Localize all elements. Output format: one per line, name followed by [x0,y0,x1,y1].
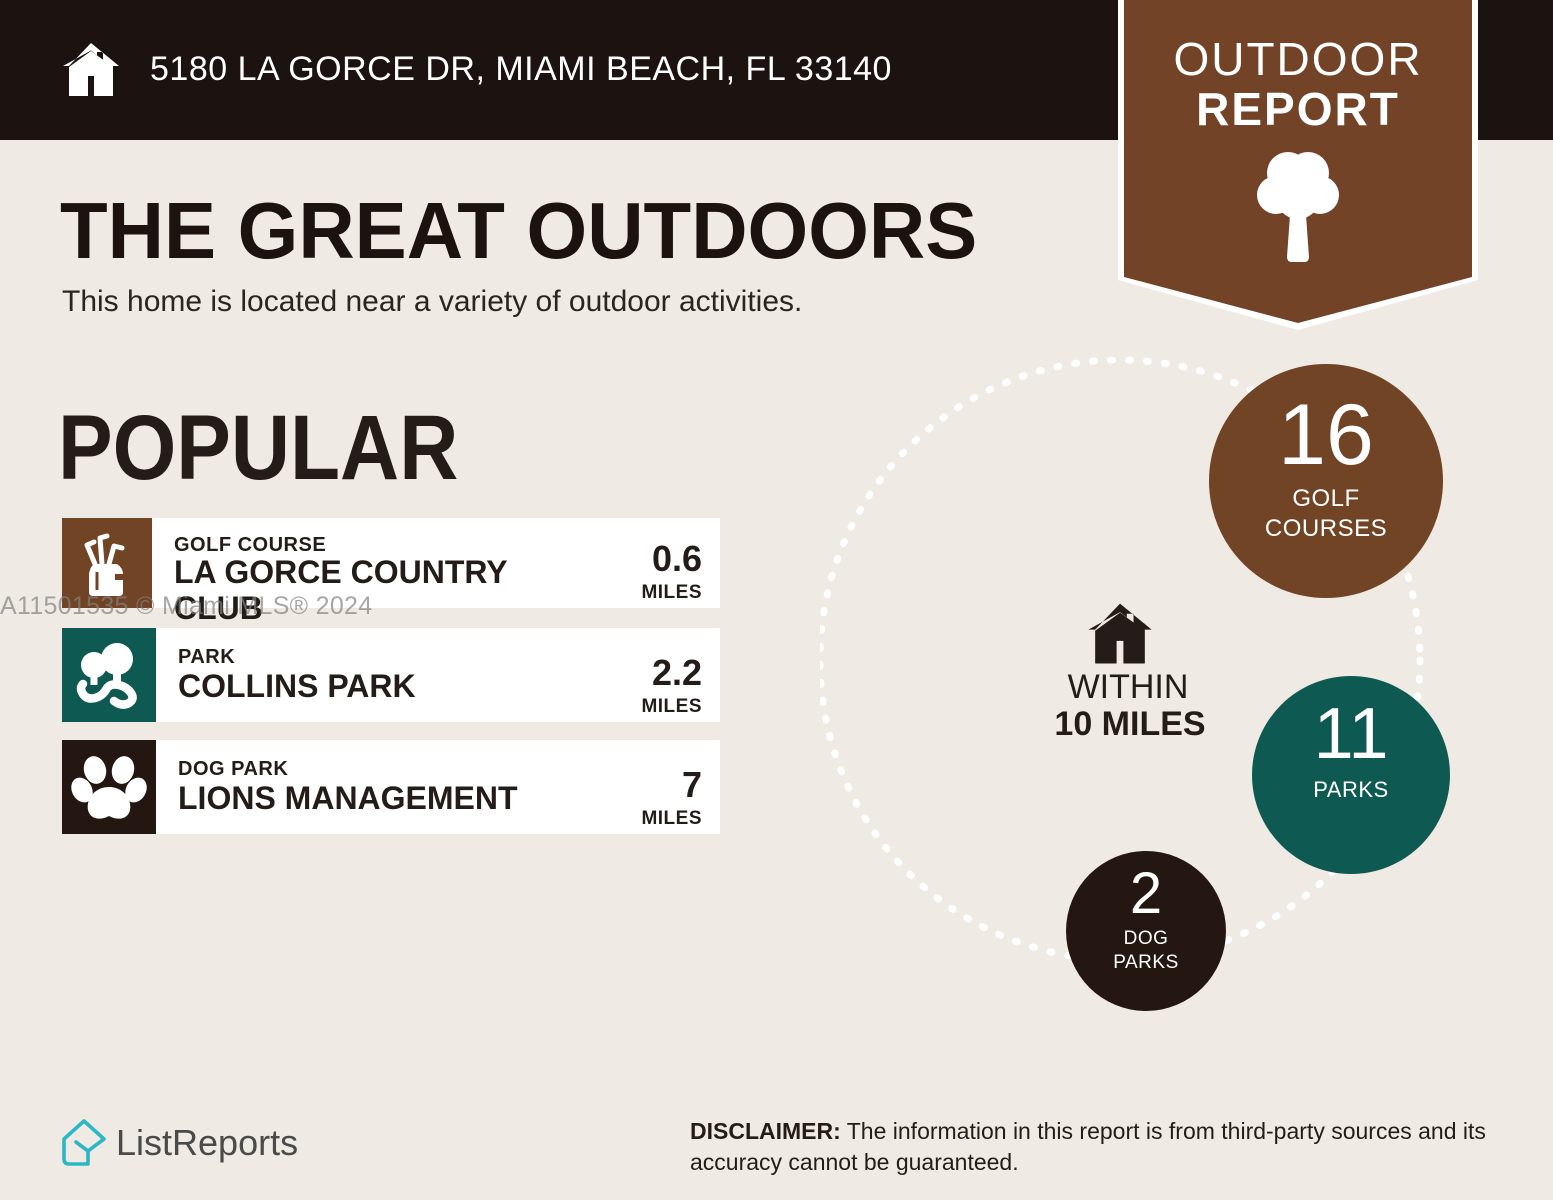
svg-text:REPORT: REPORT [1196,83,1400,135]
svg-text:OUTDOOR: OUTDOOR [1173,33,1422,85]
